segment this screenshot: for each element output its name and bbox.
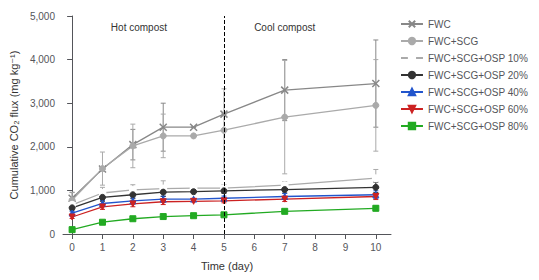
svg-text:FWC+SCG+OSP 60%: FWC+SCG+OSP 60% xyxy=(428,104,528,115)
svg-text:4,000: 4,000 xyxy=(30,54,55,65)
svg-text:1,000: 1,000 xyxy=(30,185,55,196)
svg-text:4: 4 xyxy=(191,242,197,253)
svg-text:FWC: FWC xyxy=(428,19,451,30)
svg-text:8: 8 xyxy=(312,242,318,253)
svg-text:3,000: 3,000 xyxy=(30,98,55,109)
svg-text:6: 6 xyxy=(252,242,258,253)
svg-text:5,000: 5,000 xyxy=(30,11,55,22)
svg-text:7: 7 xyxy=(282,242,288,253)
svg-text:3: 3 xyxy=(160,242,166,253)
svg-text:FWC+SCG+OSP 40%: FWC+SCG+OSP 40% xyxy=(428,87,528,98)
svg-text:0: 0 xyxy=(49,229,55,240)
svg-text:1: 1 xyxy=(100,242,106,253)
svg-text:Time (day): Time (day) xyxy=(201,260,253,272)
svg-text:10: 10 xyxy=(370,242,382,253)
svg-text:5: 5 xyxy=(221,242,227,253)
svg-text:Cumulative CO₂ flux (mg kg⁻¹): Cumulative CO₂ flux (mg kg⁻¹) xyxy=(8,51,20,200)
svg-text:FWC+SCG+OSP 80%: FWC+SCG+OSP 80% xyxy=(428,121,528,132)
svg-text:FWC+SCG: FWC+SCG xyxy=(428,36,479,47)
svg-text:0: 0 xyxy=(69,242,75,253)
svg-text:9: 9 xyxy=(343,242,349,253)
svg-text:FWC+SCG+OSP 10%: FWC+SCG+OSP 10% xyxy=(428,53,528,64)
svg-text:Hot compost: Hot compost xyxy=(111,22,167,33)
svg-text:Cool compost: Cool compost xyxy=(254,22,315,33)
svg-text:2: 2 xyxy=(130,242,136,253)
svg-text:FWC+SCG+OSP 20%: FWC+SCG+OSP 20% xyxy=(428,70,528,81)
svg-text:2,000: 2,000 xyxy=(30,141,55,152)
